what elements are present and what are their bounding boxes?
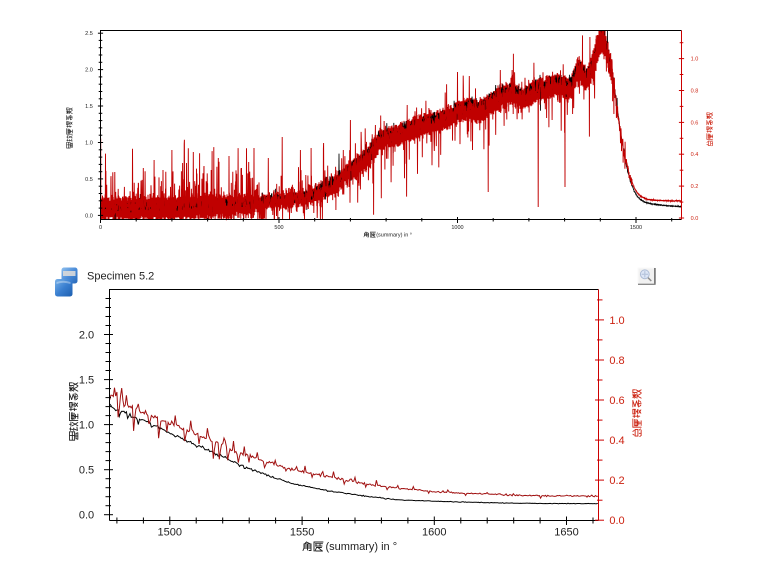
svg-text:0.4: 0.4 [691, 152, 699, 158]
svg-text:1.0: 1.0 [691, 57, 699, 63]
svg-text:1600: 1600 [422, 527, 446, 539]
svg-text:0.0: 0.0 [79, 510, 94, 522]
svg-text:0.4: 0.4 [609, 435, 624, 447]
svg-text:1500: 1500 [158, 527, 182, 539]
svg-text:0: 0 [99, 225, 102, 231]
svg-text:0.0: 0.0 [85, 213, 93, 219]
svg-text:0.6: 0.6 [609, 395, 624, 407]
svg-text:(summary) in °: (summary) in ° [376, 233, 412, 239]
svg-text:1.0: 1.0 [79, 420, 94, 432]
svg-text:500: 500 [274, 225, 283, 231]
svg-text:1550: 1550 [290, 527, 314, 539]
svg-text:1.0: 1.0 [609, 315, 624, 327]
svg-text:1.5: 1.5 [85, 104, 93, 110]
svg-text:Specimen 5.2: Specimen 5.2 [87, 271, 154, 283]
svg-text:1500: 1500 [630, 225, 642, 231]
svg-text:2.0: 2.0 [85, 68, 93, 74]
svg-text:1.5: 1.5 [79, 375, 94, 387]
svg-text:0.5: 0.5 [85, 177, 93, 183]
svg-text:2.0: 2.0 [79, 330, 94, 342]
svg-text:0.8: 0.8 [609, 355, 624, 367]
svg-text:1000: 1000 [451, 225, 463, 231]
svg-text:0.0: 0.0 [691, 216, 699, 222]
svg-text:0.0: 0.0 [609, 515, 624, 527]
svg-text:0.8: 0.8 [691, 89, 699, 95]
svg-text:0.2: 0.2 [609, 475, 624, 487]
svg-text:0.5: 0.5 [79, 465, 94, 477]
svg-text:2.5: 2.5 [85, 31, 93, 37]
svg-text:0.2: 0.2 [691, 184, 699, 190]
svg-text:(summary) in °: (summary) in ° [326, 541, 398, 553]
svg-text:1.0: 1.0 [85, 141, 93, 147]
svg-text:1650: 1650 [554, 527, 578, 539]
svg-text:0.6: 0.6 [691, 120, 699, 126]
